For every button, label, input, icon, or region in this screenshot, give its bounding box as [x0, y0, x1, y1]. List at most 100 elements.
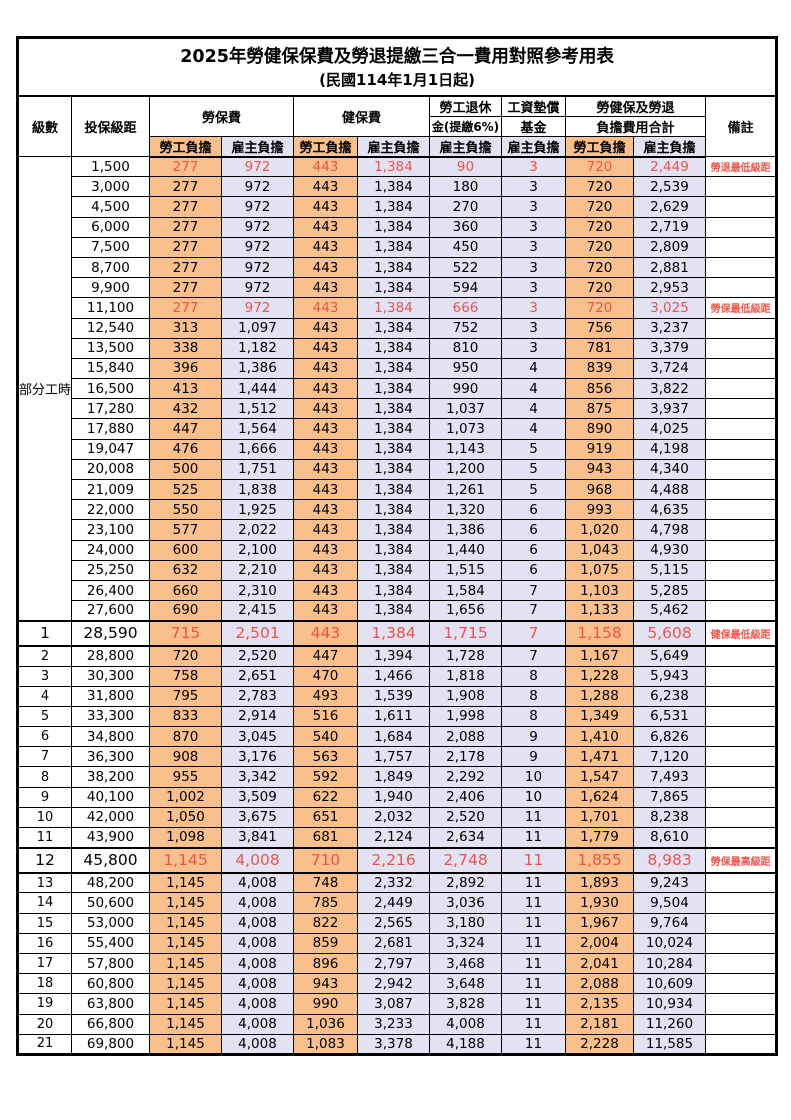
cell-level: 21 — [17, 1033, 72, 1055]
cell-total-employer: 5,943 — [633, 665, 706, 687]
cell-labor-employee: 1,098 — [149, 826, 222, 849]
cell-wage-fund-employer: 11 — [501, 993, 566, 1015]
cell-health-employer: 1,384 — [357, 499, 430, 521]
cell-bracket: 28,800 — [71, 645, 150, 667]
fee-reference-table: 2025年勞健保保費及勞退提繳三合一費用對照參考用表 (民國114年1月1日起)… — [16, 36, 779, 1056]
cell-bracket: 55,400 — [71, 932, 150, 954]
cell-pension-employer: 4,008 — [429, 1013, 502, 1035]
cell-total-employee: 1,349 — [565, 705, 634, 728]
cell-labor-employer: 2,100 — [221, 539, 294, 561]
cell-total-employee: 1,228 — [565, 665, 634, 687]
cell-total-employer: 2,449 — [633, 155, 706, 178]
cell-labor-employer: 1,925 — [221, 499, 294, 521]
cell-remark — [704, 973, 778, 995]
cell-pension-employer: 4,188 — [429, 1033, 502, 1055]
cell-remark — [704, 478, 778, 501]
cell-remark — [704, 1033, 778, 1055]
cell-health-employee: 443 — [293, 499, 358, 521]
cell-bracket: 17,280 — [71, 398, 150, 420]
table-row: 24,000 600 2,100 443 1,384 1,440 6 1,043 4,930 — [18, 539, 778, 561]
cell-wage-fund-employer: 3 — [501, 176, 566, 198]
cell-health-employee: 785 — [293, 892, 358, 914]
cell-labor-employee: 277 — [149, 196, 222, 218]
table-row: 27,600 690 2,415 443 1,384 1,656 7 1,133 5,462 — [18, 600, 778, 622]
cell-total-employee: 890 — [565, 418, 634, 440]
cell-pension-employer: 1,143 — [429, 438, 502, 460]
cell-total-employee: 720 — [565, 216, 634, 238]
cell-health-employee: 470 — [293, 665, 358, 687]
cell-level: 1 — [17, 619, 72, 647]
table-row: 10 42,000 1,050 3,675 651 2,032 2,520 11 1,701 8,… — [17, 806, 778, 829]
cell-labor-employee: 277 — [149, 216, 222, 238]
cell-health-employer: 1,384 — [357, 398, 430, 420]
cell-labor-employee: 1,145 — [149, 932, 222, 954]
cell-level: 10 — [17, 806, 72, 829]
table-row: 16,500 413 1,444 443 1,384 990 4 856 3,822 — [18, 378, 778, 400]
cell-labor-employee: 1,002 — [149, 786, 222, 808]
cell-wage-fund-employer: 8 — [501, 665, 566, 687]
cell-health-employee: 1,036 — [293, 1013, 358, 1035]
cell-wage-fund-employer: 9 — [501, 726, 566, 748]
cell-health-employer: 1,384 — [357, 458, 430, 481]
cell-labor-employer: 4,008 — [221, 846, 294, 874]
cell-pension-employer: 752 — [429, 317, 502, 339]
cell-health-employee: 443 — [293, 357, 358, 380]
cell-health-employee: 443 — [293, 176, 358, 198]
table-row: 13 48,200 1,145 4,008 748 2,332 2,892 11 1,893 9,… — [17, 872, 778, 894]
table-row: 26,400 660 2,310 443 1,384 1,584 7 1,103 5,285 — [18, 579, 778, 602]
cell-health-employee: 516 — [293, 705, 358, 728]
cell-level: 19 — [17, 993, 72, 1015]
cell-total-employer: 2,629 — [633, 196, 706, 218]
cell-health-employee: 443 — [293, 478, 358, 501]
header-row-1: 級數 投保級距 勞保費 健保費 勞工退休 工資墊償 勞健保及勞退 備註 — [17, 95, 778, 157]
cell-health-employer: 1,384 — [357, 297, 430, 319]
cell-total-employer: 7,120 — [633, 746, 706, 768]
cell-pension-employer: 2,088 — [429, 726, 502, 748]
cell-labor-employee: 550 — [149, 499, 222, 521]
cell-total-employer: 8,238 — [633, 806, 706, 829]
header-labor-employee-share: 勞工負擔 — [149, 135, 222, 158]
cell-health-employer: 1,384 — [357, 317, 430, 339]
cell-remark — [704, 337, 778, 359]
cell-total-employer: 3,025 — [633, 297, 706, 319]
cell-labor-employer: 1,386 — [221, 357, 294, 380]
cell-bracket: 25,250 — [71, 559, 150, 581]
cell-total-employer: 5,285 — [633, 579, 706, 602]
cell-health-employer: 1,384 — [357, 216, 430, 238]
cell-wage-fund-employer: 3 — [501, 277, 566, 299]
cell-total-employee: 1,471 — [565, 746, 634, 768]
cell-health-employer: 1,384 — [357, 357, 430, 380]
cell-health-employee: 822 — [293, 912, 358, 934]
cell-labor-employee: 833 — [149, 705, 222, 728]
cell-total-employee: 1,779 — [565, 826, 634, 849]
cell-health-employer: 1,384 — [357, 418, 430, 440]
cell-wage-fund-employer: 7 — [501, 645, 566, 667]
cell-total-employee: 1,410 — [565, 726, 634, 748]
cell-remark — [704, 277, 778, 299]
table-row: 20 66,800 1,145 4,008 1,036 3,233 4,008 11 2,181… — [17, 1013, 778, 1035]
table-row: 12,540 313 1,097 443 1,384 752 3 756 3,237 — [18, 317, 778, 339]
cell-health-employer: 1,384 — [357, 236, 430, 258]
cell-total-employer: 8,983 — [633, 846, 706, 874]
cell-bracket: 17,880 — [71, 418, 150, 440]
cell-health-employee: 443 — [293, 256, 358, 279]
cell-labor-employer: 1,097 — [221, 317, 294, 339]
cell-labor-employee: 715 — [149, 619, 222, 647]
cell-bracket: 57,800 — [71, 952, 150, 975]
cell-bracket: 48,200 — [71, 872, 150, 894]
cell-remark: 勞保最低級距 — [704, 297, 778, 319]
cell-remark — [704, 952, 778, 975]
cell-labor-employer: 2,651 — [221, 665, 294, 687]
cell-total-employer: 4,488 — [633, 478, 706, 501]
cell-health-employer: 1,849 — [357, 766, 430, 788]
cell-labor-employee: 600 — [149, 539, 222, 561]
cell-pension-employer: 1,728 — [429, 645, 502, 667]
cell-total-employer: 3,379 — [633, 337, 706, 359]
cell-labor-employee: 432 — [149, 398, 222, 420]
cell-health-employer: 3,378 — [357, 1033, 430, 1055]
cell-pension-employer: 450 — [429, 236, 502, 258]
cell-health-employee: 681 — [293, 826, 358, 849]
cell-total-employee: 2,004 — [565, 932, 634, 954]
cell-health-employer: 1,384 — [357, 600, 430, 622]
cell-wage-fund-employer: 7 — [501, 600, 566, 622]
